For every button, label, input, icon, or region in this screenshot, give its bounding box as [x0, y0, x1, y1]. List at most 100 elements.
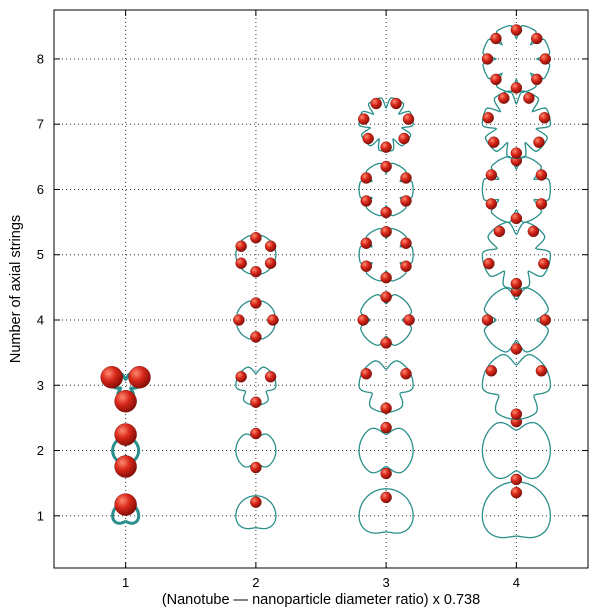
config-point	[358, 360, 414, 414]
nanoparticle	[400, 172, 412, 184]
config-point	[235, 427, 277, 474]
config-point	[235, 495, 277, 530]
tube-contour	[481, 421, 552, 480]
nanoparticle	[250, 266, 262, 278]
nanoparticle	[380, 467, 392, 480]
nanoparticle	[400, 237, 412, 249]
nanoparticle	[250, 297, 262, 309]
tube-contour	[481, 155, 552, 224]
nanoparticle	[523, 92, 535, 104]
tube-contour	[360, 293, 413, 347]
nanoparticle	[539, 314, 551, 326]
nanoparticle	[264, 371, 277, 383]
tube-contour	[235, 366, 277, 406]
tube-contour	[235, 433, 277, 468]
plot-frame	[53, 9, 589, 569]
nanoparticle	[380, 160, 392, 173]
tube-contour	[358, 427, 414, 474]
nanoparticle	[360, 172, 372, 184]
config-point	[358, 488, 414, 534]
nanoparticle	[490, 73, 502, 86]
nanoparticle	[250, 232, 262, 244]
nanoparticle	[535, 198, 548, 210]
x-tick-label: 2	[252, 575, 259, 590]
config-point	[481, 285, 551, 355]
nanoparticle	[483, 257, 495, 270]
nanoparticle	[380, 421, 392, 434]
nanoparticle	[114, 493, 137, 516]
nanoparticle	[538, 257, 550, 270]
nanoparticle	[490, 32, 502, 45]
nanoparticle	[535, 365, 548, 377]
nanoparticle	[380, 271, 392, 284]
config-point	[481, 415, 552, 486]
nanoparticle	[498, 92, 510, 104]
nanoparticle	[539, 53, 551, 65]
y-tick-label: 2	[37, 443, 44, 458]
nanoparticle	[510, 473, 523, 486]
nanoparticle	[493, 225, 506, 238]
nanoparticle	[510, 212, 523, 225]
nanoparticle	[380, 206, 392, 219]
nanoparticle	[398, 132, 410, 145]
ticks: 1 2 3 4 1 2 3 4 5 6 7 8	[37, 10, 588, 590]
nanoparticle	[400, 368, 412, 380]
nanoparticle	[250, 396, 262, 408]
tube-contour	[482, 24, 551, 93]
nanoparticle	[400, 195, 412, 207]
y-tick-label: 5	[37, 247, 44, 262]
nanoparticle	[233, 314, 245, 326]
nanoparticle	[531, 73, 543, 86]
tube-contour	[358, 227, 414, 282]
config-point	[358, 160, 414, 219]
nanoparticle	[510, 277, 523, 290]
config-point	[100, 366, 151, 413]
nanoparticle	[510, 486, 523, 499]
nanoparticle	[362, 132, 374, 145]
nanoparticle	[128, 366, 151, 389]
nanoparticle	[267, 314, 279, 326]
tube-contour	[235, 234, 277, 275]
nanoparticle	[250, 427, 262, 440]
nanoparticle	[488, 136, 500, 148]
nanoparticle	[538, 112, 551, 124]
nanoparticle	[481, 314, 494, 326]
nanoparticle	[114, 455, 137, 478]
tube-contour	[483, 287, 549, 353]
config-point	[233, 297, 279, 343]
y-tick-label: 3	[37, 378, 44, 393]
nanoparticle	[485, 365, 498, 377]
nanoparticle	[250, 461, 262, 474]
config-point	[358, 97, 415, 153]
nanoparticle	[100, 366, 123, 389]
nanoparticle	[390, 97, 402, 110]
y-tick-label: 1	[37, 508, 44, 523]
nanoparticle	[370, 97, 382, 110]
nanoparticle	[535, 169, 548, 181]
config-point	[481, 154, 552, 225]
tube-contour	[481, 353, 552, 420]
y-axis-label: Number of axial strings	[8, 215, 24, 363]
tube-contour	[235, 495, 277, 530]
nanoparticle	[481, 53, 494, 65]
nanoparticle	[533, 136, 545, 148]
y-tick-label: 7	[37, 117, 44, 132]
tube-contour	[358, 488, 414, 534]
nanoparticle	[482, 112, 494, 124]
nanoparticle	[250, 331, 262, 343]
config-point	[481, 90, 552, 159]
nanoparticle	[357, 314, 369, 326]
nanoparticle	[510, 147, 523, 159]
tube-contour	[358, 360, 414, 413]
nanoparticle	[360, 195, 372, 207]
x-tick-label: 4	[513, 575, 520, 590]
configurations	[100, 24, 552, 539]
nanoparticle	[485, 169, 498, 181]
nanoparticle	[527, 225, 540, 238]
nanoparticle	[235, 257, 247, 269]
nanoparticle	[510, 82, 523, 94]
nanoparticle	[485, 198, 498, 210]
y-tick-label: 4	[37, 313, 44, 328]
nanoparticle	[358, 113, 370, 125]
